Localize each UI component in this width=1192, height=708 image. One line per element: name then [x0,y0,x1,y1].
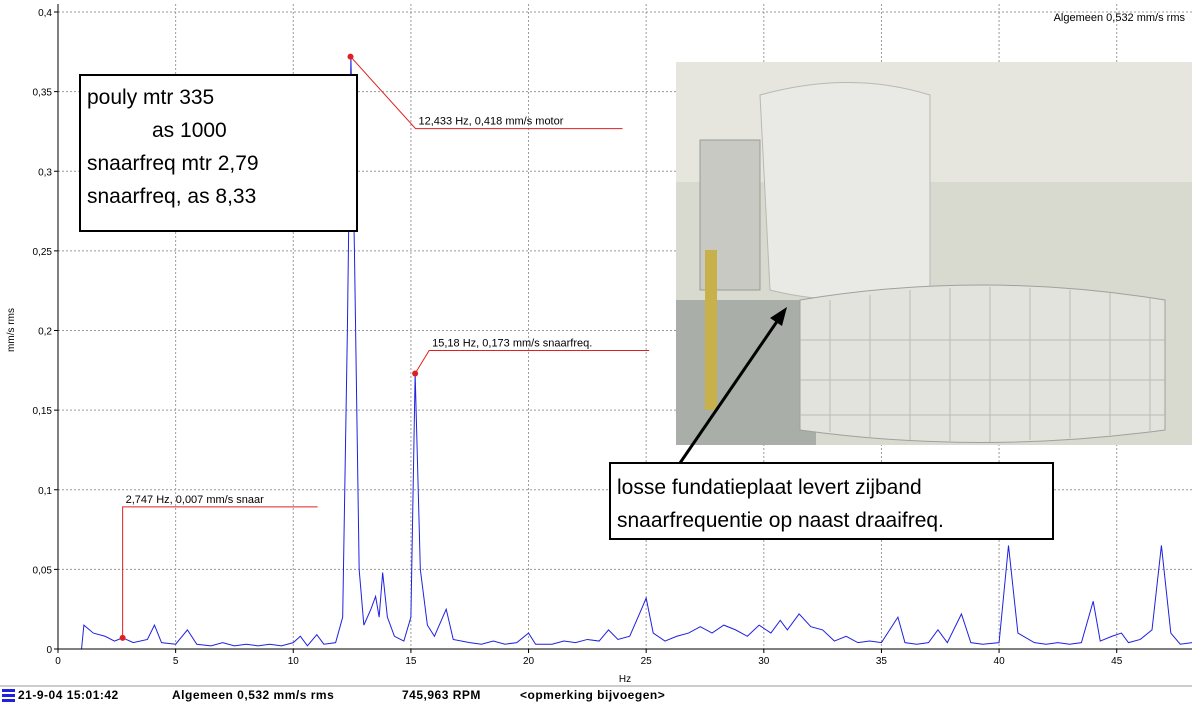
x-tick-label: 30 [758,656,770,667]
footer-rpm: 745,963 RPM [402,688,481,702]
y-tick-label: 0,2 [38,327,52,338]
annotation-label: 2,747 Hz, 0,007 mm/s snaar [126,494,265,506]
footer: 21-9-04 15:01:42 Algemeen 0,532 mm/s rms… [0,685,1192,702]
note-line: pouly mtr 335 [87,86,214,109]
y-tick-label: 0,15 [33,406,53,417]
note-line: snaarfreq mtr 2,79 [87,152,259,175]
y-tick-label: 0,3 [38,167,52,178]
photo [676,62,1192,445]
x-tick-label: 15 [405,656,417,667]
y-tick-label: 0,1 [38,486,52,497]
y-axis-label: mm/s rms [6,308,17,352]
leader-line [350,56,623,130]
note-box: pouly mtr 335 as 1000 snaarfreq mtr 2,79… [79,74,358,232]
footer-remark[interactable]: <opmerking bijvoegen> [520,688,665,702]
header-label: Algemeen 0,532 mm/s rms [1054,12,1186,24]
footer-date: 21-9-04 15:01:42 [18,688,119,702]
x-tick-label: 35 [876,656,888,667]
y-tick-label: 0,4 [38,8,52,19]
x-tick-label: 20 [523,656,535,667]
annotation-marker [412,370,419,377]
callout-box: losse fundatieplaat levert zijband snaar… [609,307,1054,540]
leader-line [122,506,318,638]
y-tick-label: 0,35 [33,88,53,99]
x-tick-label: 40 [994,656,1006,667]
annotation-label: 12,433 Hz, 0,418 mm/s motor [419,116,564,128]
x-tick-label: 45 [1111,656,1123,667]
note-line: as 1000 [152,119,227,142]
x-tick-label: 10 [288,656,300,667]
leader-line [414,349,650,374]
x-tick-label: 5 [173,656,179,667]
annotation-marker [119,634,126,641]
annotation-label: 15,18 Hz, 0,173 mm/s snaarfreq. [432,337,592,349]
annotation-marker [347,53,354,60]
y-tick-label: 0 [46,645,52,656]
y-tick-label: 0,05 [33,565,53,576]
callout-line: snaarfrequentie op naast draaifreq. [617,509,944,532]
footer-summary: Algemeen 0,532 mm/s rms [172,688,334,702]
spectrum-line [58,56,1192,650]
x-axis-label: Hz [619,674,631,685]
y-tick-label: 0,25 [33,247,53,258]
plot: 0 0,05 0,1 0,15 0,2 0,25 0,3 0,35 0,4 0 5 10 15 20 25 3… [33,8,1192,667]
note-line: snaarfreq, as 8,33 [87,185,256,208]
x-tick-label: 25 [641,656,653,667]
x-tick-label: 0 [55,656,61,667]
callout-line: losse fundatieplaat levert zijband [617,476,922,499]
